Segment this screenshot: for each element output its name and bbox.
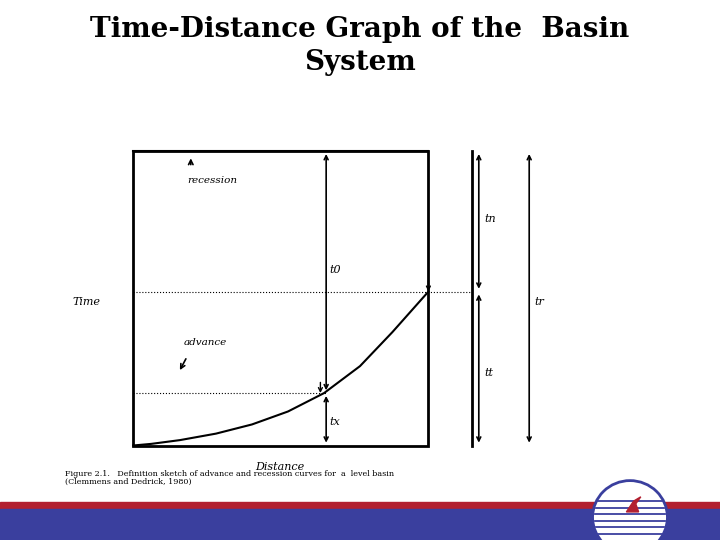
Text: tn: tn [485, 214, 496, 224]
Text: tt: tt [485, 368, 494, 377]
Text: System: System [304, 49, 416, 76]
Text: tr: tr [534, 298, 544, 307]
Text: (Clemmens and Dedrick, 1980): (Clemmens and Dedrick, 1980) [65, 478, 192, 485]
Text: t0: t0 [330, 265, 341, 275]
Polygon shape [626, 497, 641, 512]
Text: tx: tx [330, 417, 341, 427]
Text: Time-Distance Graph of the  Basin: Time-Distance Graph of the Basin [91, 16, 629, 43]
Bar [133, 151, 428, 446]
Ellipse shape [593, 481, 667, 540]
Text: advance: advance [184, 339, 227, 347]
Bar [0, 509, 720, 540]
Text: Distance: Distance [255, 462, 304, 472]
Text: Figure 2.1.   Definition sketch of advance and recession curves for  a  level ba: Figure 2.1. Definition sketch of advance… [65, 470, 394, 477]
Text: Time: Time [73, 298, 100, 307]
Text: recession: recession [187, 177, 238, 185]
Bar [0, 502, 720, 540]
